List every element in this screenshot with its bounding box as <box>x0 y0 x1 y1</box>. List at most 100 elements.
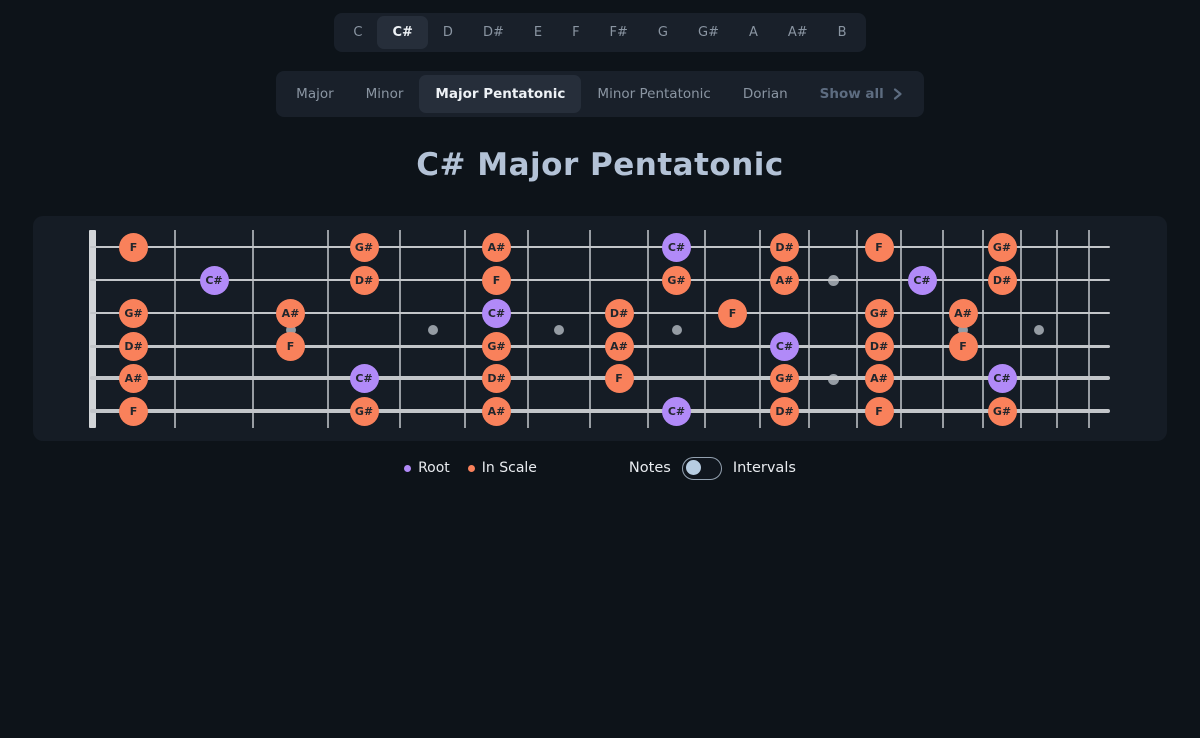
fret-wire-12 <box>856 230 858 428</box>
fretboard-note-A-sharp-s5-f13: A# <box>864 363 894 393</box>
note-option-A[interactable]: A <box>734 16 773 49</box>
fretboard-note-F-s1-f13: F <box>864 232 894 262</box>
fretboard-panel: F G# A# C# D# F G# C# D# F G# A# C# D# G# A# C# D# F G# A# D#… <box>33 216 1167 441</box>
note-option-G[interactable]: G <box>643 16 683 49</box>
fretboard-note-D-sharp-s4-f13: D# <box>864 331 894 361</box>
fretboard-note-F-s3-f10: F <box>718 298 747 328</box>
fretboard-note-A-sharp-s3-f3: A# <box>276 298 305 328</box>
fretboard-note-G-sharp-s3-f13: G# <box>864 298 894 328</box>
fretboard-note-G-sharp-s1-f16: G# <box>987 232 1017 262</box>
fretboard-note-C-sharp-s1-f9: C# <box>662 232 691 262</box>
fretboard-note-G-sharp-s6-f16: G# <box>987 396 1017 426</box>
note-option-G-sharp[interactable]: G# <box>683 16 734 49</box>
fretboard-note-A-sharp-s4-f8: A# <box>604 331 634 361</box>
display-mode-toggle-group: Notes Intervals <box>628 456 796 480</box>
fretboard-note-A-sharp-s3-f15: A# <box>948 298 978 328</box>
string-2 <box>90 279 1110 281</box>
nut <box>88 230 96 428</box>
string-5 <box>90 376 1110 380</box>
fretboard-note-C-sharp-s5-f4: C# <box>349 363 379 393</box>
string-1 <box>90 246 1110 248</box>
fretboard-note-C-sharp-s3-f6: C# <box>482 298 511 328</box>
fretboard-note-F-s4-f15: F <box>948 331 978 361</box>
fretboard-note-G-sharp-s4-f6: G# <box>482 331 511 361</box>
root-note-selector: C C# D D# E F F# G G# A A# B <box>334 13 866 52</box>
toggle-knob-icon <box>685 460 701 475</box>
fretboard-note-D-sharp-s2-f4: D# <box>349 265 379 295</box>
fret-wire-13 <box>900 230 902 428</box>
fretboard: F G# A# C# D# F G# C# D# F G# A# C# D# G# A# C# D# F G# A# D#… <box>33 216 1167 441</box>
fret-wire-16 <box>1020 230 1022 428</box>
note-option-D[interactable]: D <box>428 16 468 49</box>
note-option-E[interactable]: E <box>519 16 557 49</box>
notes-label[interactable]: Notes <box>628 460 671 476</box>
fretboard-note-G-sharp-s3-f1: G# <box>119 298 148 328</box>
fret-marker-3 <box>285 325 296 335</box>
fret-wire-9 <box>704 230 706 428</box>
legend-row: Root In Scale Notes Intervals <box>0 455 1200 481</box>
fretboard-note-C-sharp-s4-f11: C# <box>770 331 799 361</box>
scale-type-selector: Major Minor Major Pentatonic Minor Pentaton… <box>276 71 924 117</box>
fretboard-note-F-s2-f6: F <box>482 265 511 295</box>
notes-intervals-toggle[interactable] <box>681 456 722 480</box>
fret-marker-9 <box>671 325 682 335</box>
fretboard-note-D-sharp-s4-f1: D# <box>119 331 148 361</box>
note-option-A-sharp[interactable]: A# <box>773 16 823 49</box>
root-dot-icon <box>404 464 412 472</box>
fretboard-note-A-sharp-s2-f11: A# <box>770 265 799 295</box>
show-all-label: Show all <box>819 86 884 102</box>
fret-wire-17 <box>1056 230 1058 428</box>
fretboard-note-D-sharp-s6-f11: D# <box>770 396 799 426</box>
fret-wire-18 <box>1088 230 1090 428</box>
fret-wire-2 <box>252 230 254 428</box>
scale-tab-major-pentatonic[interactable]: Major Pentatonic <box>419 75 582 113</box>
fretboard-note-G-sharp-s1-f4: G# <box>349 232 379 262</box>
fret-wire-5 <box>464 230 466 428</box>
fretboard-note-A-sharp-s1-f6: A# <box>482 232 511 262</box>
scale-tab-major[interactable]: Major <box>280 75 349 113</box>
legend-in-scale: In Scale <box>467 460 537 476</box>
fret-wire-4 <box>399 230 401 428</box>
note-option-C-sharp[interactable]: C# <box>377 16 428 49</box>
fret-wire-7 <box>589 230 591 428</box>
fretboard-note-D-sharp-s5-f6: D# <box>482 363 511 393</box>
fret-marker-5 <box>427 325 438 335</box>
note-option-F-sharp[interactable]: F# <box>595 16 643 49</box>
fretboard-note-D-sharp-s3-f8: D# <box>604 298 634 328</box>
note-option-B[interactable]: B <box>823 16 862 49</box>
fretboard-note-C-sharp-s5-f16: C# <box>987 363 1017 393</box>
fretboard-note-G-sharp-s5-f11: G# <box>770 363 799 393</box>
fretboard-note-D-sharp-s2-f16: D# <box>987 265 1017 295</box>
fretboard-note-D-sharp-s1-f11: D# <box>770 232 799 262</box>
fret-wire-10 <box>759 230 761 428</box>
fretboard-note-C-sharp-s2-f14: C# <box>907 265 937 295</box>
scale-tab-minor-pentatonic[interactable]: Minor Pentatonic <box>581 75 726 113</box>
fret-marker-15 <box>958 325 968 335</box>
page-title: C# Major Pentatonic <box>416 147 784 183</box>
fretboard-note-F-s6-f1: F <box>119 396 148 426</box>
fretboard-note-C-sharp-s6-f9: C# <box>662 396 691 426</box>
fretboard-note-G-sharp-s2-f9: G# <box>662 265 691 295</box>
fret-wire-6 <box>527 230 529 428</box>
show-all-button[interactable]: Show all <box>804 75 920 113</box>
fretboard-note-A-sharp-s5-f1: A# <box>119 363 148 393</box>
fret-wire-15 <box>982 230 984 428</box>
fret-wire-8 <box>647 230 649 428</box>
fretboard-note-A-sharp-s6-f6: A# <box>482 396 511 426</box>
scale-tab-minor[interactable]: Minor <box>350 75 420 113</box>
fretboard-note-F-s5-f8: F <box>604 363 634 393</box>
fretboard-note-F-s1-f1: F <box>119 232 148 262</box>
fret-wire-14 <box>942 230 944 428</box>
legend-root: Root <box>404 460 450 476</box>
fretboard-note-C-sharp-s2-f2: C# <box>199 265 229 295</box>
chevron-right-icon <box>890 87 904 101</box>
note-option-C[interactable]: C <box>338 16 377 49</box>
fretboard-note-F-s4-f3: F <box>276 331 305 361</box>
scale-tab-dorian[interactable]: Dorian <box>727 75 804 113</box>
fret-marker-7 <box>554 325 564 335</box>
intervals-label[interactable]: Intervals <box>732 460 796 476</box>
note-option-F[interactable]: F <box>557 16 594 49</box>
fret-wire-1 <box>174 230 176 428</box>
note-option-D-sharp[interactable]: D# <box>468 16 519 49</box>
